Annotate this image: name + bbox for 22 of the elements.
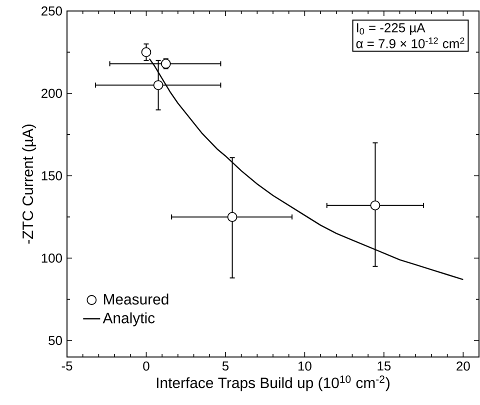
point	[160, 58, 171, 69]
y-axis-title: -ZTC Current (µA)	[22, 124, 36, 244]
x-tick-label: 5	[222, 362, 229, 371]
legend-label: Analytic	[102, 312, 155, 326]
x-tick-label: 15	[378, 362, 391, 371]
x-tick-label: 10	[298, 362, 312, 371]
x-tick-label: 0	[143, 362, 150, 371]
y-tick-label: 200	[42, 88, 62, 98]
y-tick-label: 250	[42, 6, 62, 16]
x-axis-title: Interface Traps Build up (10$^{10}$ cm$^{-2}$)	[156, 376, 390, 392]
y-tick-label: 100	[42, 254, 62, 263]
annotation: α = 7.9 × 10$^{-12}$ cm$^{2}$	[356, 37, 464, 48]
x-tick-label: 20	[456, 362, 470, 371]
annotation: I$_{0}$ = -225 µA	[356, 23, 426, 35]
point	[227, 212, 238, 222]
x-tick-label: -5	[62, 362, 72, 371]
point	[141, 47, 152, 58]
point	[153, 80, 164, 90]
legend-label: Measured	[104, 294, 168, 305]
y-tick-label: 150	[42, 171, 62, 180]
point	[370, 200, 380, 210]
y-tick-label: 50	[48, 336, 62, 346]
